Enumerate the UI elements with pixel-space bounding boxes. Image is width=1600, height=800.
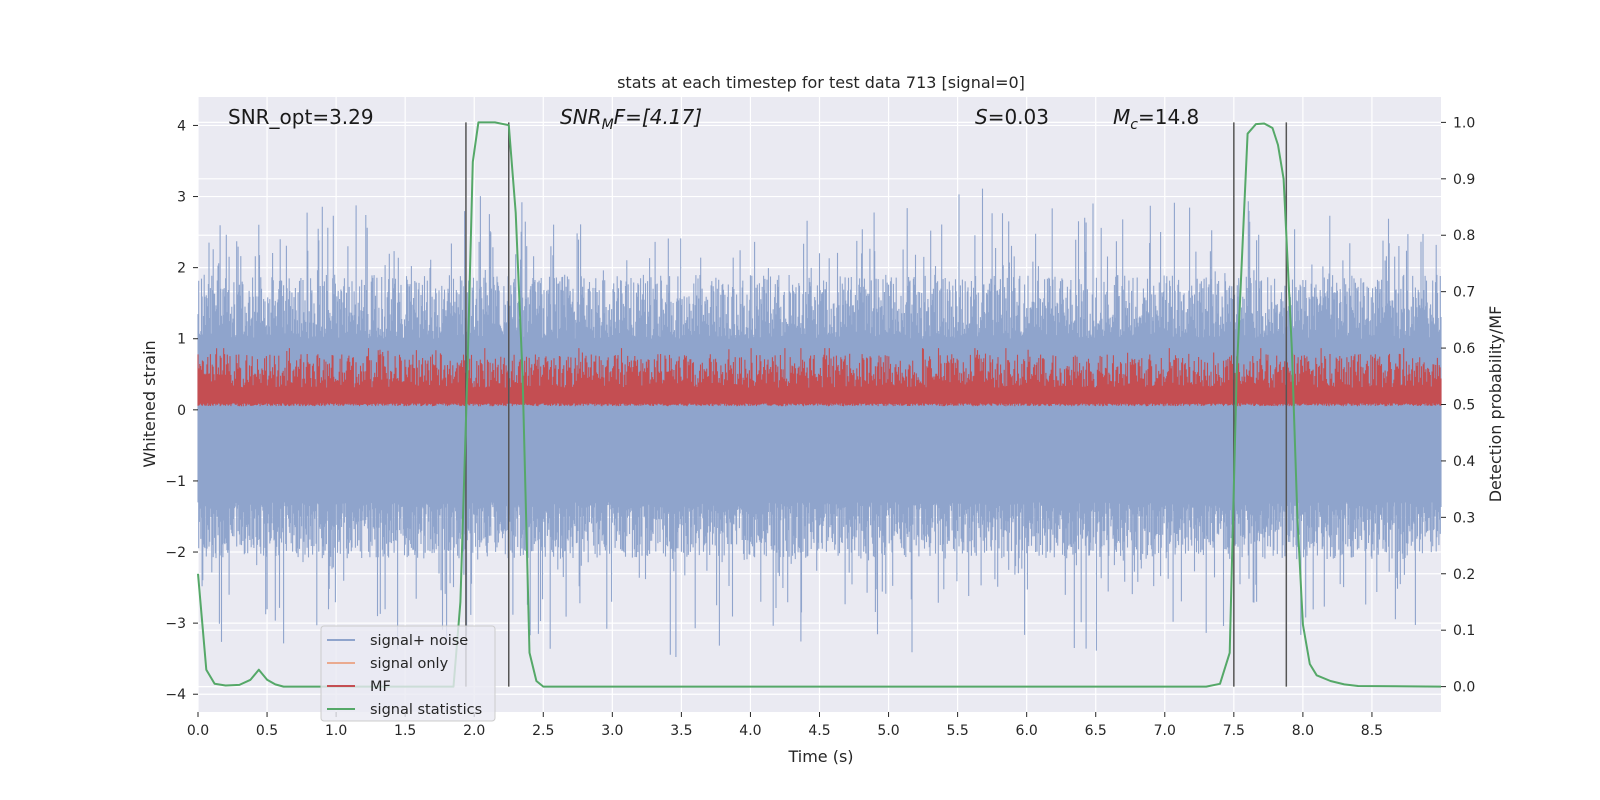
x-axis-label: Time (s) bbox=[787, 747, 853, 766]
x-tick-label: 6.5 bbox=[1085, 723, 1107, 739]
x-tick-label: 3.5 bbox=[670, 723, 692, 739]
snr-mf-subscript: M bbox=[602, 117, 614, 133]
y2-tick-label: 0.7 bbox=[1453, 285, 1475, 301]
annotation-snr-mf: SNRMF=[4.17] bbox=[560, 105, 702, 133]
x-tick-label: 7.0 bbox=[1154, 723, 1176, 739]
y-tick-label: 4 bbox=[177, 118, 186, 134]
x-tick-label: 2.0 bbox=[463, 723, 485, 739]
annotation-snr-opt: SNR_opt=3.29 bbox=[228, 105, 374, 129]
y2-tick-label: 0.4 bbox=[1453, 454, 1475, 470]
y-tick-label: −4 bbox=[165, 687, 186, 703]
mc-value: =14.8 bbox=[1138, 105, 1199, 129]
y2-tick-label: 0.0 bbox=[1453, 680, 1475, 696]
y2-axis-label: Detection probability/MF bbox=[1486, 306, 1505, 503]
mc-subscript: c bbox=[1130, 117, 1138, 133]
x-tick-label: 4.5 bbox=[808, 723, 830, 739]
annotation-mc: Mc=14.8 bbox=[1113, 105, 1199, 133]
y-tick-label: 3 bbox=[177, 190, 186, 206]
x-tick-label: 7.5 bbox=[1223, 723, 1245, 739]
legend-label-signal-noise: signal+ noise bbox=[370, 633, 468, 649]
signal-statistics-line bbox=[197, 121, 1442, 688]
y-tick-label: 2 bbox=[177, 261, 186, 277]
y2-tick-label: 1.0 bbox=[1453, 115, 1475, 131]
x-tick-label: 1.0 bbox=[325, 723, 347, 739]
annotation-s: S=0.03 bbox=[975, 105, 1049, 129]
x-tick-label: 4.0 bbox=[739, 723, 761, 739]
x-tick-label: 5.5 bbox=[946, 723, 968, 739]
y2-tick-label: 0.3 bbox=[1453, 510, 1475, 526]
x-tick-label: 1.5 bbox=[394, 723, 416, 739]
y2-tick-label: 0.9 bbox=[1453, 172, 1475, 188]
x-tick-label: 3.0 bbox=[601, 723, 623, 739]
y-tick-label: 0 bbox=[177, 403, 186, 419]
mf-series bbox=[197, 348, 1442, 407]
legend-label-signal-only: signal only bbox=[370, 656, 449, 672]
y-tick-label: −1 bbox=[165, 474, 186, 490]
y2-tick-label: 0.1 bbox=[1453, 623, 1475, 639]
y-tick-label: −2 bbox=[165, 545, 186, 561]
x-tick-label: 0.5 bbox=[256, 723, 278, 739]
x-tick-label: 0.0 bbox=[187, 723, 209, 739]
y-tick-label: 1 bbox=[177, 332, 186, 348]
chart-title: stats at each timestep for test data 713… bbox=[617, 73, 1025, 92]
y2-tick-label: 0.2 bbox=[1453, 567, 1475, 583]
legend: signal+ noise signal only MF signal stat… bbox=[320, 625, 496, 722]
mc-symbol: M bbox=[1113, 105, 1130, 129]
legend-label-signal-statistics: signal statistics bbox=[370, 702, 482, 718]
legend-box bbox=[320, 625, 496, 722]
legend-label-mf: MF bbox=[370, 679, 391, 695]
y-axis-label: Whitened strain bbox=[140, 340, 159, 467]
snr-mf-symbol: SNR bbox=[560, 105, 602, 129]
x-tick-label: 6.0 bbox=[1016, 723, 1038, 739]
x-tick-label: 5.0 bbox=[877, 723, 899, 739]
snr-mf-value: F=[4.17] bbox=[614, 105, 702, 129]
x-tick-labels: 0.0 0.5 1.0 1.5 2.0 2.5 3.0 3.5 4.0 4.5 5.0 5.5 6.0 6… bbox=[187, 712, 1383, 739]
y2-tick-label: 0.5 bbox=[1453, 398, 1475, 414]
y2-tick-label: 0.8 bbox=[1453, 228, 1475, 244]
x-tick-label: 2.5 bbox=[532, 723, 554, 739]
y2-tick-labels: 1.0 0.9 0.8 0.7 0.6 0.5 0.4 0.3 0.2 0.1 0.0 bbox=[1441, 115, 1475, 696]
y-tick-labels: 4 3 2 1 0 −1 −2 −3 −4 bbox=[165, 118, 198, 703]
s-symbol: S bbox=[975, 105, 988, 129]
x-tick-label: 8.0 bbox=[1292, 723, 1314, 739]
mf-trace bbox=[197, 348, 1442, 407]
y-tick-label: −3 bbox=[165, 616, 186, 632]
s-value: =0.03 bbox=[988, 105, 1049, 129]
x-tick-label: 8.5 bbox=[1361, 723, 1383, 739]
y2-tick-label: 0.6 bbox=[1453, 341, 1475, 357]
signal-statistics-series bbox=[197, 121, 1442, 688]
